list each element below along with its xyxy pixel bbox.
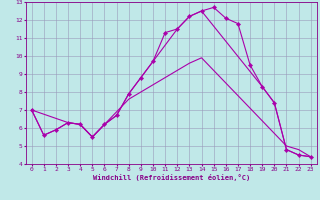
X-axis label: Windchill (Refroidissement éolien,°C): Windchill (Refroidissement éolien,°C) [92,174,250,181]
